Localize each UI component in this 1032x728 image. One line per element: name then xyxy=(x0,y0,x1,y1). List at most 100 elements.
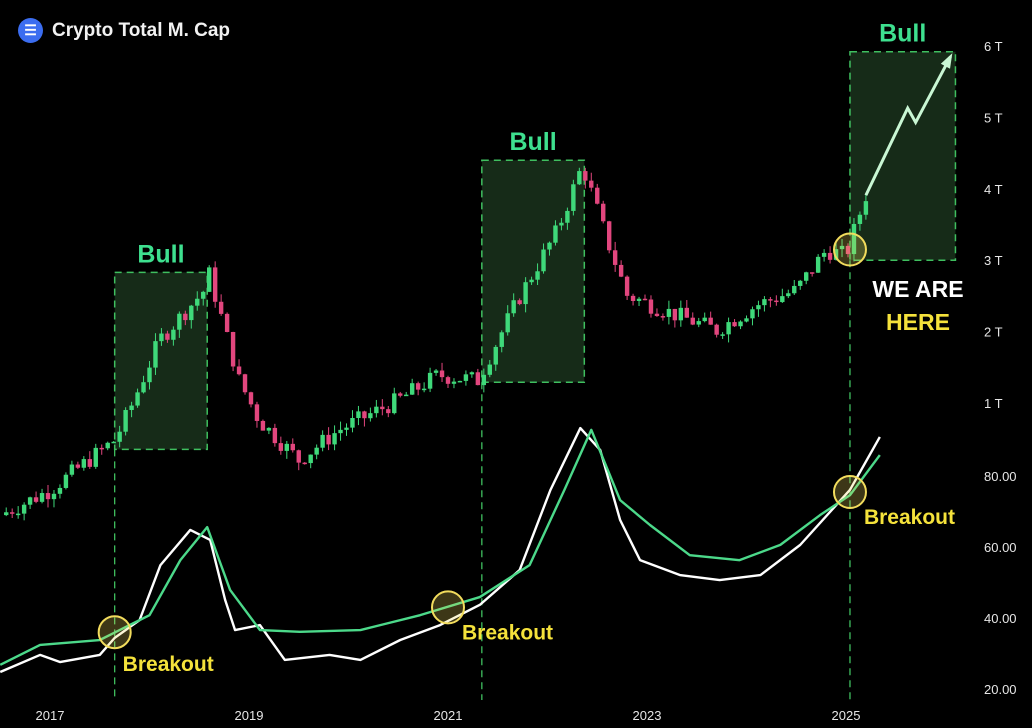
candle xyxy=(804,271,809,285)
candle xyxy=(583,167,588,189)
candle xyxy=(374,399,379,418)
candle xyxy=(272,423,278,447)
candle-body xyxy=(27,497,33,505)
candle xyxy=(547,241,552,256)
candle-body xyxy=(654,313,660,317)
time-axis-tick: 2021 xyxy=(434,708,463,723)
candle-body xyxy=(266,427,272,431)
candle-body xyxy=(571,184,576,211)
candle-body xyxy=(404,394,409,397)
candle-body xyxy=(39,493,45,502)
candle-body xyxy=(738,321,743,327)
candle xyxy=(714,323,719,338)
candle xyxy=(338,421,343,441)
candle xyxy=(762,296,767,312)
indicator-axis-tick: 60.00 xyxy=(984,540,1017,555)
candle-body xyxy=(135,392,140,406)
candle xyxy=(230,331,236,372)
candle-body xyxy=(248,392,254,405)
candle xyxy=(356,405,361,426)
crypto-logo-icon: ☰ xyxy=(18,18,43,43)
candle-body xyxy=(242,374,248,393)
candle-body xyxy=(123,410,128,432)
candle-body xyxy=(218,301,224,314)
candle xyxy=(415,381,421,396)
candle xyxy=(427,367,433,393)
candle-body xyxy=(684,307,689,318)
candle xyxy=(660,313,666,321)
here-circle xyxy=(832,232,867,267)
candle-body xyxy=(857,214,863,224)
candle-body xyxy=(690,317,695,325)
candle xyxy=(195,291,200,311)
candle xyxy=(224,312,230,333)
candle xyxy=(111,441,116,444)
candle-body xyxy=(392,393,397,414)
candle-body xyxy=(863,201,869,215)
bull-zone xyxy=(113,271,208,451)
candle-body xyxy=(732,322,737,327)
candle xyxy=(308,454,313,469)
candle-body xyxy=(320,434,325,448)
candle xyxy=(386,405,391,418)
candle-body xyxy=(254,404,260,421)
indicator-axis-tick: 20.00 xyxy=(984,682,1017,697)
candle xyxy=(368,407,373,422)
candle xyxy=(601,200,606,224)
candle xyxy=(821,249,827,262)
candle-body xyxy=(177,313,182,330)
candle-body xyxy=(21,504,27,514)
candle-body xyxy=(236,366,242,375)
candle xyxy=(320,430,325,452)
bull-label: Bull xyxy=(509,128,556,156)
candle-body xyxy=(798,280,803,286)
candle xyxy=(248,391,254,408)
candle-body xyxy=(230,331,236,367)
candle-body xyxy=(409,383,415,395)
candle xyxy=(123,407,128,436)
candle xyxy=(236,359,242,376)
bull-label: Bull xyxy=(879,20,926,48)
candle xyxy=(654,308,660,317)
breakout-label: Breakout xyxy=(462,621,553,644)
candle-body xyxy=(427,372,433,389)
candle-body xyxy=(368,413,373,419)
candle xyxy=(798,279,803,290)
candle xyxy=(135,388,140,408)
candle xyxy=(499,330,504,353)
candle-body xyxy=(636,298,642,301)
candle-body xyxy=(445,377,451,384)
candle xyxy=(326,427,331,451)
candle-body xyxy=(153,341,158,368)
bull-zone xyxy=(849,50,957,261)
candle-body xyxy=(308,454,313,464)
candle xyxy=(606,220,612,254)
candle-body xyxy=(487,364,492,375)
indicator-axis-tick: 80.00 xyxy=(984,469,1017,484)
arrow-head-icon xyxy=(940,53,953,69)
candle-body xyxy=(69,464,75,475)
candle xyxy=(183,310,188,326)
candle xyxy=(404,391,409,397)
candle-body xyxy=(189,305,194,321)
candle xyxy=(159,328,164,346)
candle xyxy=(559,217,564,231)
candle-body xyxy=(780,296,785,303)
candle xyxy=(260,419,266,431)
candle-body xyxy=(672,308,678,321)
candle-body xyxy=(4,512,9,516)
candle xyxy=(33,491,39,504)
candle xyxy=(696,317,701,328)
candle-body xyxy=(278,443,284,451)
candle-body xyxy=(744,318,749,322)
candle xyxy=(851,218,857,262)
indicator-axis-tick: 40.00 xyxy=(984,611,1017,626)
candle-body xyxy=(595,187,600,204)
candle-body xyxy=(374,406,379,414)
candle xyxy=(589,172,594,192)
candle-body xyxy=(201,291,206,299)
breakout-label: Breakout xyxy=(123,653,214,676)
time-axis-tick: 2023 xyxy=(633,708,662,723)
candle-body xyxy=(380,406,385,410)
